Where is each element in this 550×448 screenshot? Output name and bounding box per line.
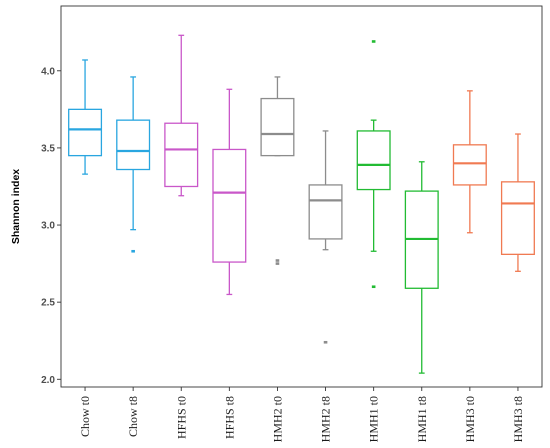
x-tick-label: Chow t0 (78, 396, 92, 437)
y-tick-label: 2.5 (41, 298, 55, 309)
box-layer (68, 34, 535, 374)
box-iqr (500, 181, 535, 255)
box-iqr (452, 144, 487, 186)
x-tick-label: HFHS t8 (222, 396, 236, 439)
x-tick-label: HMH2 t0 (270, 396, 284, 442)
y-tick-label: 2.0 (41, 375, 55, 386)
box-group (500, 133, 535, 272)
box-group (308, 130, 343, 344)
plot-border (60, 5, 543, 388)
box-iqr (212, 148, 247, 263)
y-tick-label: 3.5 (41, 143, 55, 154)
box-iqr (164, 122, 199, 188)
outlier-point (131, 249, 135, 253)
box-group (116, 76, 151, 253)
box-group (356, 40, 391, 289)
outlier-point (275, 259, 280, 262)
box-group (68, 59, 103, 175)
x-tick-label: HMH2 t8 (319, 396, 333, 442)
box-group (164, 34, 199, 197)
box-group (260, 76, 295, 265)
x-tick-label: Chow t8 (126, 396, 140, 437)
axis-layer: 2.0 2.5 3.0 3.5 4.0 Chow t0 Chow t8 HFHS t0 HFHS… (41, 66, 525, 442)
box-group (212, 88, 247, 296)
y-tick-label: 4.0 (41, 66, 55, 77)
outlier-point (371, 40, 376, 43)
box-iqr (68, 108, 103, 157)
x-tick-label: HMH1 t0 (367, 396, 381, 442)
box-iqr (260, 97, 295, 157)
box-iqr (356, 130, 391, 191)
outlier-point (371, 285, 376, 289)
box-iqr (308, 184, 343, 240)
box-group (404, 161, 439, 374)
x-tick-label: HMH1 t8 (415, 396, 429, 442)
x-tick-label: HMH3 t8 (511, 396, 525, 442)
outlier-point (323, 340, 328, 344)
outlier-point (275, 262, 280, 265)
box-iqr (116, 119, 151, 171)
x-tick-label: HMH3 t0 (463, 396, 477, 442)
x-tick-label: HFHS t0 (174, 396, 188, 439)
box-group (452, 90, 487, 234)
y-tick-label: 3.0 (41, 221, 55, 232)
y-axis-title: Shannon index (10, 169, 22, 244)
